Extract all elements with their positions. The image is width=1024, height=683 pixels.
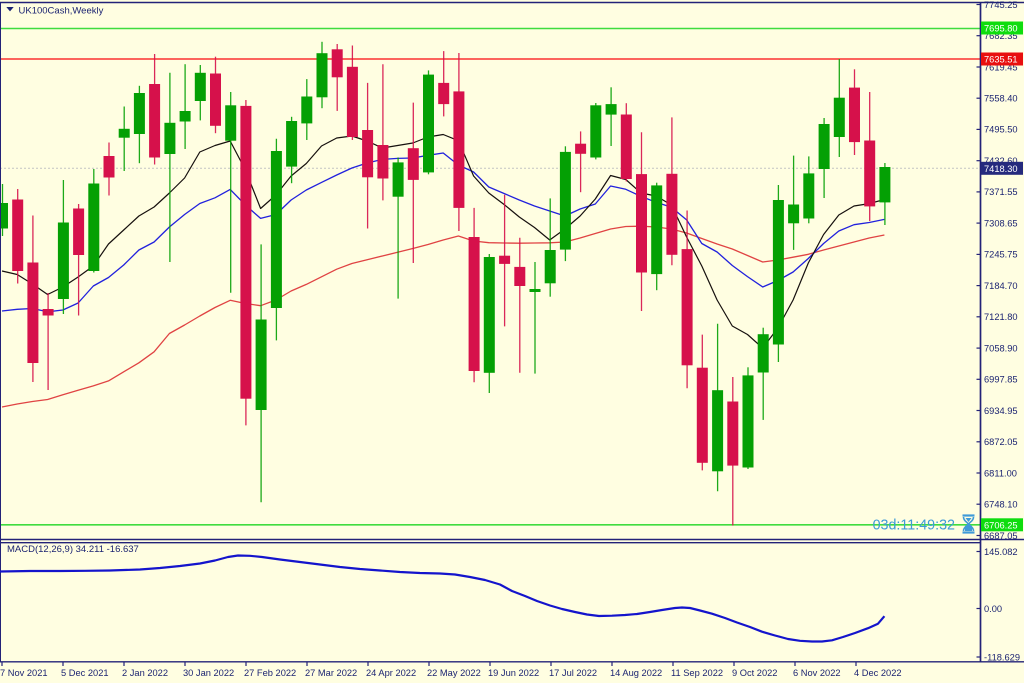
svg-text:4 Dec 2022: 4 Dec 2022 bbox=[854, 668, 902, 678]
svg-text:30 Jan 2022: 30 Jan 2022 bbox=[183, 668, 234, 678]
svg-text:11 Sep 2022: 11 Sep 2022 bbox=[671, 668, 723, 678]
svg-text:6706.25: 6706.25 bbox=[984, 520, 1018, 530]
svg-text:7635.51: 7635.51 bbox=[984, 55, 1018, 65]
svg-text:7558.40: 7558.40 bbox=[984, 94, 1018, 104]
svg-text:9 Oct 2022: 9 Oct 2022 bbox=[732, 668, 777, 678]
svg-text:7418.30: 7418.30 bbox=[984, 164, 1018, 174]
svg-text:UK100Cash,Weekly: UK100Cash,Weekly bbox=[19, 6, 104, 17]
svg-text:19 Jun 2022: 19 Jun 2022 bbox=[488, 668, 539, 678]
svg-text:7371.55: 7371.55 bbox=[984, 187, 1018, 197]
svg-text:7308.65: 7308.65 bbox=[984, 218, 1018, 228]
svg-text:22 May 2022: 22 May 2022 bbox=[427, 668, 481, 678]
svg-text:7 Nov 2021: 7 Nov 2021 bbox=[0, 668, 48, 678]
svg-text:14 Aug 2022: 14 Aug 2022 bbox=[610, 668, 662, 678]
svg-text:6748.10: 6748.10 bbox=[984, 500, 1018, 510]
svg-text:7058.90: 7058.90 bbox=[984, 343, 1018, 353]
svg-text:7682.35: 7682.35 bbox=[984, 31, 1018, 41]
svg-text:2 Jan 2022: 2 Jan 2022 bbox=[122, 668, 168, 678]
svg-text:7619.45: 7619.45 bbox=[984, 62, 1018, 72]
svg-text:6934.95: 6934.95 bbox=[984, 406, 1018, 416]
svg-text:03d:11:49:32: 03d:11:49:32 bbox=[873, 518, 955, 534]
svg-text:0.00: 0.00 bbox=[984, 604, 1002, 614]
svg-text:7184.70: 7184.70 bbox=[984, 281, 1018, 291]
svg-text:27 Mar 2022: 27 Mar 2022 bbox=[305, 668, 357, 678]
svg-text:7432.60: 7432.60 bbox=[984, 156, 1018, 166]
svg-text:17 Jul 2022: 17 Jul 2022 bbox=[549, 668, 597, 678]
svg-text:7745.25: 7745.25 bbox=[984, 0, 1018, 10]
svg-text:MACD(12,26,9) 34.211 -16.637: MACD(12,26,9) 34.211 -16.637 bbox=[7, 544, 139, 555]
svg-text:7695.80: 7695.80 bbox=[984, 24, 1018, 34]
svg-text:6811.00: 6811.00 bbox=[984, 468, 1017, 478]
svg-text:-118.629: -118.629 bbox=[984, 652, 1020, 662]
svg-text:7121.80: 7121.80 bbox=[984, 312, 1018, 322]
svg-text:6 Nov 2022: 6 Nov 2022 bbox=[793, 668, 841, 678]
svg-text:7245.75: 7245.75 bbox=[984, 250, 1018, 260]
svg-text:5 Dec 2021: 5 Dec 2021 bbox=[61, 668, 109, 678]
svg-text:7495.50: 7495.50 bbox=[984, 125, 1018, 135]
svg-text:6687.05: 6687.05 bbox=[984, 531, 1018, 541]
svg-text:6872.05: 6872.05 bbox=[984, 437, 1018, 447]
svg-text:24 Apr 2022: 24 Apr 2022 bbox=[366, 668, 416, 678]
svg-text:145.082: 145.082 bbox=[984, 547, 1018, 557]
svg-text:6997.85: 6997.85 bbox=[984, 375, 1018, 385]
svg-text:27 Feb 2022: 27 Feb 2022 bbox=[244, 668, 296, 678]
